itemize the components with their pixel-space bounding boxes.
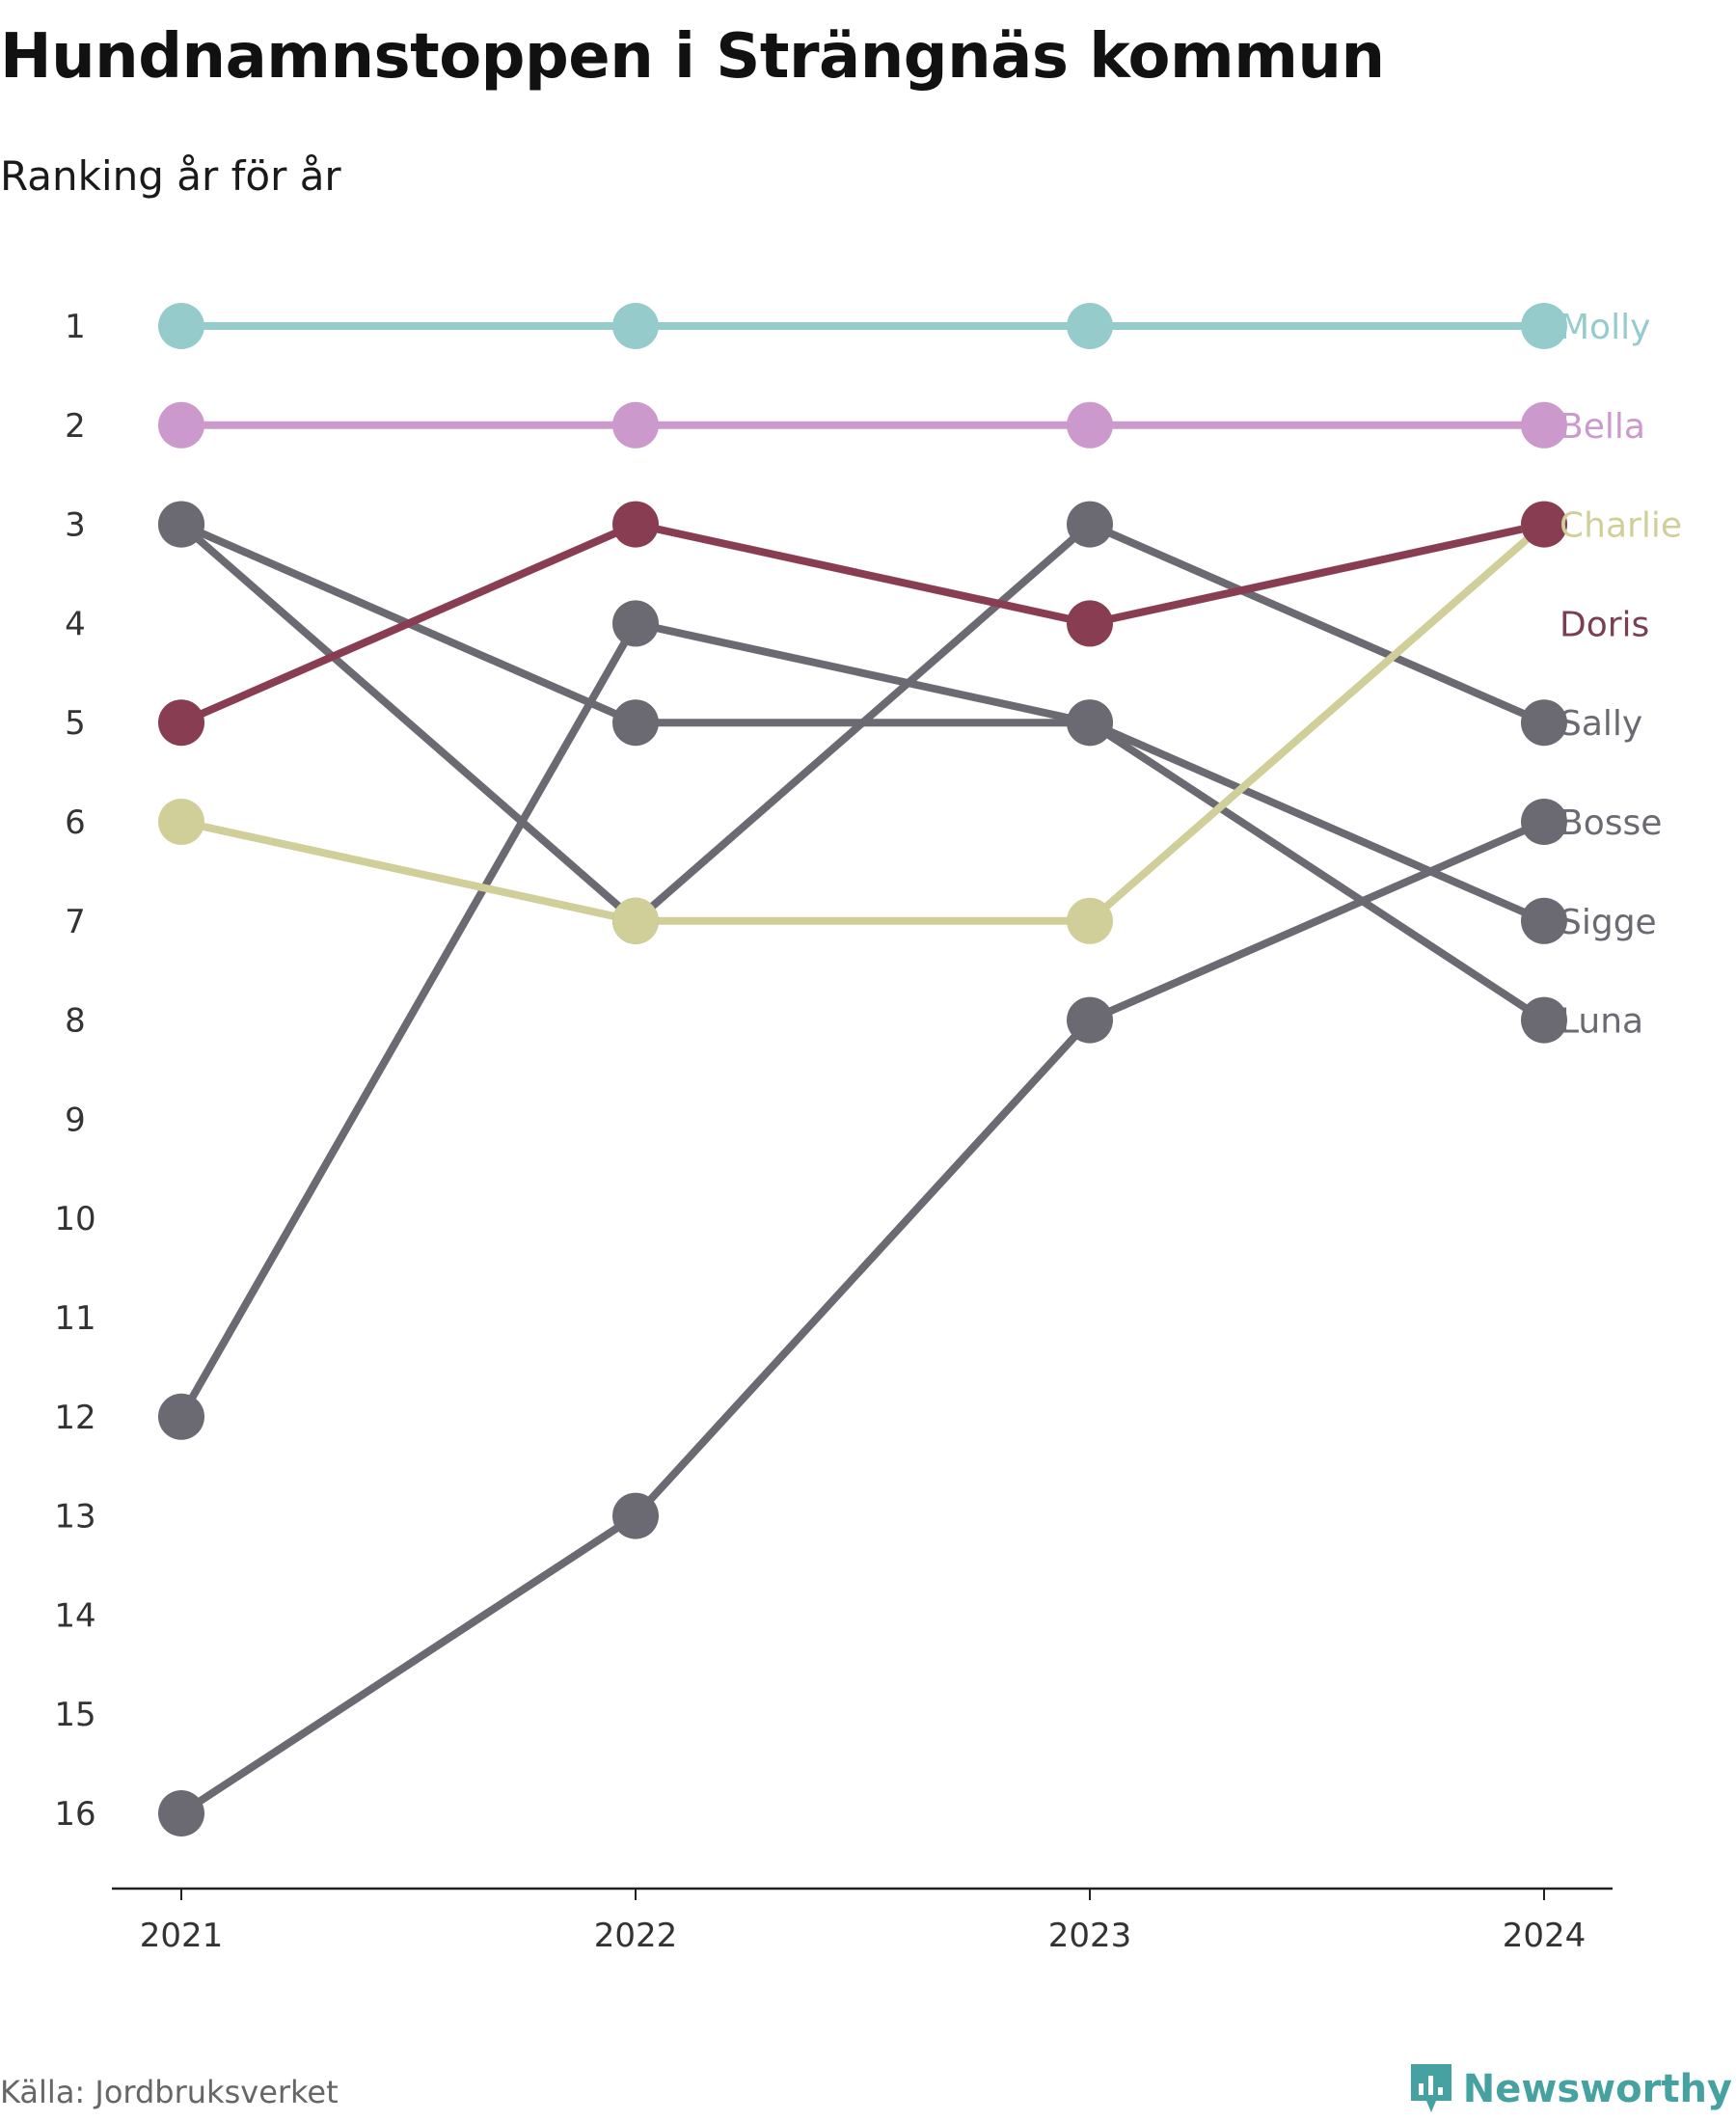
x-tick-label: 2021 — [140, 1917, 224, 1955]
data-point-doris — [1521, 501, 1567, 548]
series-label-bella: Bella — [1560, 407, 1645, 447]
data-point-doris — [1067, 600, 1113, 647]
series-label-molly: Molly — [1560, 308, 1650, 347]
series-line-bosse — [177, 818, 1548, 1817]
chart-subtitle: Ranking år för år — [0, 152, 341, 200]
y-tick-label: 4 — [65, 605, 86, 643]
series-line-doris — [177, 520, 1548, 727]
y-tick-label: 8 — [65, 1002, 86, 1041]
data-point-bosse — [158, 1790, 204, 1836]
data-point-charlie — [1067, 897, 1113, 944]
y-tick-label: 12 — [54, 1399, 95, 1437]
data-point-charlie — [612, 897, 659, 944]
data-point-doris — [158, 699, 204, 747]
data-point-sigge — [158, 501, 204, 548]
data-point-molly — [1067, 303, 1113, 349]
series-lines — [177, 322, 1548, 1817]
data-point-luna — [612, 600, 659, 647]
series-line-luna — [177, 619, 1548, 1421]
series-label-luna: Luna — [1560, 1002, 1643, 1042]
series-line-charlie — [177, 520, 1548, 925]
data-point-bosse — [612, 1492, 659, 1539]
y-tick-label: 11 — [54, 1299, 95, 1338]
data-point-bosse — [1067, 996, 1113, 1044]
y-tick-label: 13 — [54, 1498, 95, 1537]
newsworthy-logo-icon — [1410, 2064, 1451, 2112]
data-point-molly — [612, 303, 659, 349]
y-tick-label: 16 — [54, 1795, 95, 1834]
data-point-luna — [1521, 996, 1567, 1044]
x-tick-label: 2022 — [594, 1917, 678, 1955]
y-tick-label: 6 — [65, 803, 86, 842]
data-point-bella — [158, 401, 204, 449]
data-point-molly — [1521, 303, 1567, 349]
y-tick-label: 2 — [65, 407, 86, 446]
brand-name: Newsworthy — [1462, 2067, 1732, 2111]
data-point-luna — [1067, 699, 1113, 747]
brand-logo[interactable]: Newsworthy — [1407, 2060, 1732, 2118]
series-label-doris: Doris — [1560, 605, 1649, 644]
chart-title: Hundnamnstoppen i Strängnäs kommun — [0, 21, 1385, 93]
series-label-sally: Sally — [1560, 704, 1642, 744]
x-axis: 2021 2022 2023 2024 — [112, 1887, 1613, 1955]
series-label-bosse: Bosse — [1560, 803, 1662, 843]
y-tick-label: 3 — [65, 506, 86, 545]
data-point-doris — [612, 501, 659, 548]
series-line-sigge — [177, 520, 1548, 925]
y-tick-label: 9 — [65, 1101, 86, 1139]
data-point-sigge — [612, 699, 659, 747]
data-point-bella — [612, 401, 659, 449]
y-tick-label: 7 — [65, 903, 86, 941]
data-point-molly — [158, 303, 204, 349]
series-points — [158, 303, 1567, 1836]
x-tick-label: 2024 — [1503, 1917, 1587, 1955]
y-tick-label: 14 — [54, 1596, 95, 1635]
y-tick-label: 5 — [65, 704, 86, 743]
y-tick-label: 10 — [54, 1200, 95, 1238]
data-point-charlie — [158, 799, 204, 845]
data-point-bella — [1067, 401, 1113, 449]
data-point-sally — [1521, 699, 1567, 747]
data-point-bosse — [1521, 799, 1567, 845]
data-point-luna — [158, 1393, 204, 1440]
data-point-bella — [1521, 401, 1567, 449]
series-label-sigge: Sigge — [1560, 903, 1657, 942]
data-point-sigge — [1521, 897, 1567, 944]
y-tick-label: 15 — [54, 1696, 95, 1734]
series-labels: Molly Bella Charlie Doris Sally Bosse Sigge Lun… — [1560, 308, 1682, 1042]
data-point-sally — [1067, 501, 1113, 548]
series-label-charlie: Charlie — [1560, 506, 1682, 546]
x-tick-label: 2023 — [1048, 1917, 1132, 1955]
y-tick-label: 1 — [65, 308, 86, 346]
source-note: Källa: Jordbruksverket — [0, 2074, 339, 2110]
